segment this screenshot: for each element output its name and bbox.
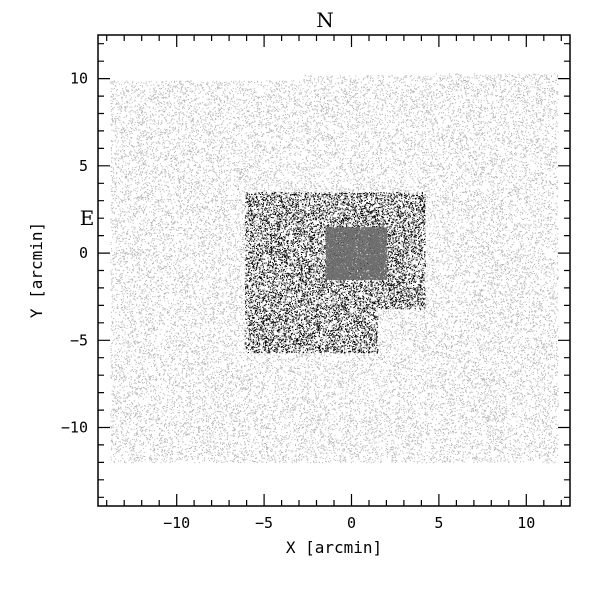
north-label: N [316, 8, 334, 32]
y-axis-label: Y [arcmin] [27, 222, 46, 318]
y-tick-label: 5 [79, 157, 88, 175]
series-0-region-2-points [430, 73, 559, 464]
x-tick-label: 0 [347, 514, 356, 532]
east-label: E [80, 206, 95, 230]
series-2 [325, 226, 388, 281]
series-1-region-0-points [244, 192, 426, 310]
y-tick-label: 0 [79, 244, 88, 262]
data-points [110, 73, 559, 464]
series-0-region-0-points [110, 80, 304, 464]
series-1-region-1-points [244, 308, 379, 354]
y-tick-label: −5 [70, 331, 88, 349]
x-tick-label: 10 [517, 514, 535, 532]
x-tick-label: −10 [163, 514, 190, 532]
series-0 [110, 73, 559, 464]
tick-marks [98, 35, 570, 506]
series-1 [244, 192, 426, 354]
x-tick-label: 5 [434, 514, 443, 532]
axis-ticks [98, 35, 570, 506]
x-tick-labels: −10 −5 0 5 10 [163, 514, 535, 532]
y-tick-label: −10 [61, 419, 88, 437]
series-2-region-0-points [325, 226, 388, 281]
y-tick-label: 10 [70, 70, 88, 88]
y-tick-labels: −10 −5 0 5 10 [61, 70, 88, 437]
x-axis-label: X [arcmin] [286, 538, 382, 557]
x-tick-label: −5 [255, 514, 273, 532]
